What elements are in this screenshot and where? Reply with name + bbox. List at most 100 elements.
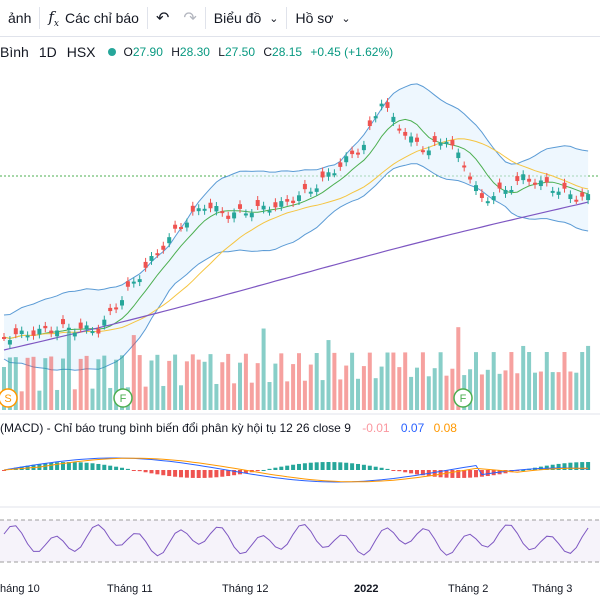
volume-bar [25, 357, 30, 410]
candle-body [338, 162, 343, 167]
indicators-button[interactable]: fx Các chỉ báo [40, 0, 147, 36]
macd-histogram-bar [474, 470, 478, 478]
volume-bar [220, 362, 225, 410]
candle-body [155, 253, 160, 256]
candle-body [538, 180, 543, 187]
chevron-down-icon: ⌄ [341, 12, 351, 25]
volume-bar [49, 356, 54, 410]
candle-body [149, 256, 154, 261]
macd-histogram-bar [580, 462, 585, 470]
macd-histogram-bar [479, 470, 484, 477]
macd-histogram-bar [255, 470, 260, 472]
candle-body [173, 224, 178, 229]
candle-body [291, 200, 296, 203]
volume-bar [131, 335, 136, 410]
open-label: O [123, 45, 133, 59]
undo-icon[interactable]: ↶ [155, 10, 170, 27]
candle-body [120, 300, 124, 306]
candle-body [214, 206, 219, 212]
candle-body [332, 173, 337, 176]
macd-histogram-bar [438, 470, 443, 478]
macd-histogram-bar [356, 463, 360, 470]
volume-bar [261, 328, 266, 410]
macd-histogram-bar [232, 470, 237, 476]
candle-body [19, 330, 24, 335]
symbol-name[interactable]: Bình [0, 44, 29, 60]
chart-menu-button[interactable]: Biểu đồ ⌄ [206, 0, 287, 36]
volume-bar [302, 380, 307, 410]
candle-body [55, 330, 60, 337]
volume-bar [208, 354, 213, 410]
candle-body [114, 307, 119, 310]
candle-body [521, 174, 526, 181]
macd-histogram-bar [78, 462, 83, 470]
toolbar-partial-item[interactable]: ảnh [0, 0, 39, 36]
macd-histogram-bar [450, 470, 455, 478]
candle-body [527, 178, 532, 182]
volume-bar [568, 371, 573, 410]
macd-histogram-bar [385, 468, 390, 470]
toolbar-divider [286, 7, 288, 29]
volume-bar [43, 358, 48, 410]
candle-body [350, 150, 355, 155]
candle-body [409, 136, 414, 143]
macd-histogram-bar [485, 470, 490, 477]
volume-bar [273, 363, 278, 410]
macd-histogram-bar [308, 462, 313, 470]
volume-bar [267, 382, 272, 410]
profile-menu-button[interactable]: Hồ sơ ⌄ [287, 0, 358, 36]
candle-body [66, 327, 71, 330]
volume-bar [279, 353, 284, 410]
volume-bar [243, 353, 248, 410]
macd-histogram-bar [562, 463, 567, 470]
candle-body [556, 191, 561, 195]
candle-body [456, 152, 461, 159]
macd-histogram-bar [462, 470, 467, 478]
macd-histogram-bar [84, 462, 89, 470]
volume-bar [420, 352, 425, 410]
volume-bar [586, 345, 591, 410]
macd-title[interactable]: (MACD) - Chỉ báo trung bình biến đổi phâ… [0, 421, 351, 435]
volume-bar [37, 390, 42, 410]
volume-bar [78, 358, 83, 410]
bollinger-band-fill [4, 83, 589, 371]
top-toolbar: ảnh fx Các chỉ báo ↶ ↷ Biểu đồ ⌄ Hồ sơ ⌄ [0, 0, 600, 37]
macd-histogram-bar [66, 462, 71, 470]
macd-histogram-bar [379, 467, 384, 470]
macd-histogram-bar [279, 466, 284, 470]
candle-body [391, 116, 396, 122]
macd-histogram-bar [214, 470, 219, 478]
volume-bar [90, 388, 95, 410]
macd-histogram-bar [586, 462, 591, 470]
macd-histogram-bar [568, 462, 573, 470]
volume-bar [550, 372, 555, 410]
candle-body [78, 322, 83, 329]
candle-body [509, 189, 514, 192]
volume-bar [137, 355, 142, 410]
volume-bar [108, 387, 113, 410]
volume-bar [556, 372, 561, 410]
candle-body [485, 201, 490, 204]
signal-marker-label: F [460, 393, 467, 405]
macd-histogram-bar [114, 466, 119, 470]
volume-bar [149, 360, 154, 410]
candle-body [491, 196, 496, 201]
macd-histogram-bar [131, 470, 136, 471]
moving-average-mid-line [3, 138, 589, 340]
volume-bar [456, 327, 461, 410]
volume-bar [161, 385, 166, 410]
candle-body [72, 332, 77, 337]
macd-histogram-bar [49, 462, 54, 470]
candle-body [297, 195, 301, 201]
redo-icon[interactable]: ↷ [183, 10, 197, 27]
volume-bar [66, 331, 71, 410]
signal-marker-circle [0, 388, 18, 408]
macd-histogram-bar [120, 467, 124, 470]
candle-body [255, 200, 260, 207]
macd-histogram-bar [350, 463, 355, 470]
symbol-interval[interactable]: 1D [38, 44, 57, 60]
volume-bar [379, 366, 384, 410]
volume-bar [391, 352, 396, 410]
candle-body [302, 183, 307, 190]
